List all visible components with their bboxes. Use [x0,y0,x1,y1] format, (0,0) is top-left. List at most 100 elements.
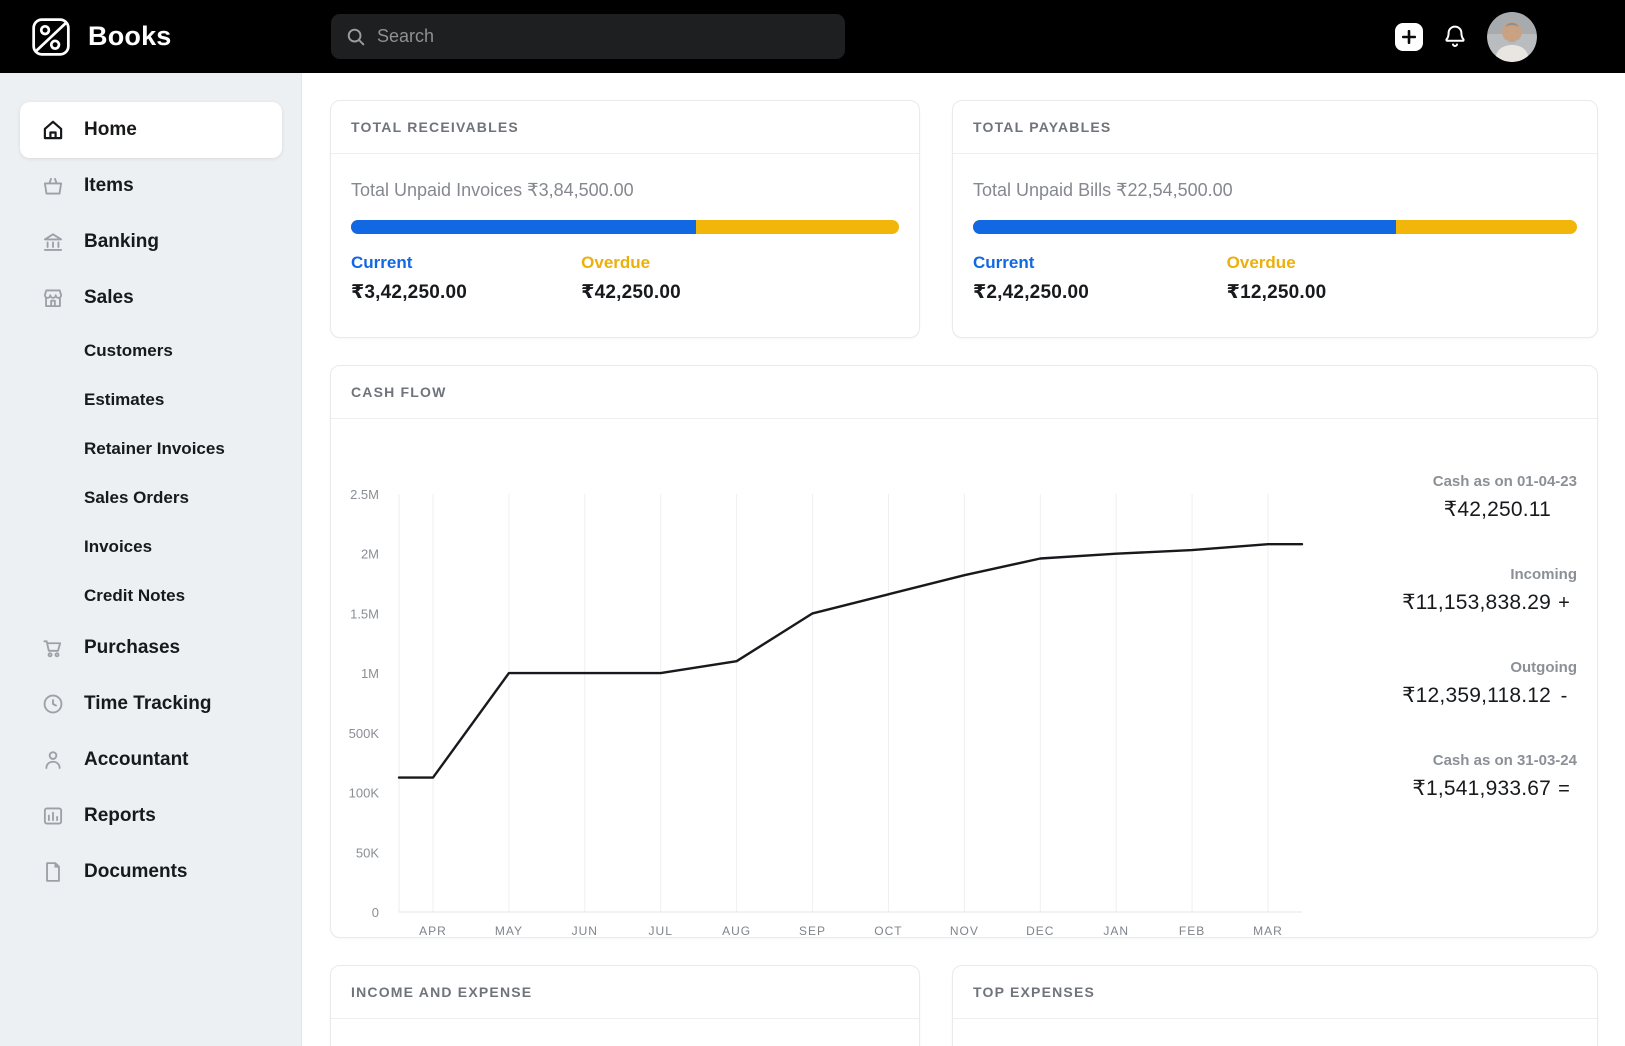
sidebar: Home Items Banking Sales Customers Estimates R… [0,73,302,1046]
sidebar-item-documents[interactable]: Documents [20,844,282,900]
receivables-progress-bar [351,220,899,234]
receivables-overdue-label: Overdue [581,253,651,272]
sidebar-item-label: Items [84,175,134,196]
sidebar-item-items[interactable]: Items [20,158,282,214]
cashflow-stats-panel: Cash as on 01-04-23 ₹42,250.11 Incoming ₹11… [1311,419,1597,939]
stat-operator: = [1558,778,1570,800]
stat-label-cash-as-on-31-03-24: Cash as on 31-03-24 [1432,752,1577,769]
svg-text:1.5M: 1.5M [350,606,379,621]
sidebar-item-label: Sales [84,287,134,308]
receivables-current-amount: ₹3,42,250.00 [351,282,467,303]
sidebar-item-label: Banking [84,231,159,252]
dashboard: TOTAL RECEIVABLES Total Unpaid Invoices … [303,73,1625,1046]
svg-text:1M: 1M [361,666,379,681]
payables-current-label: Current [973,253,1035,272]
sidebar-item-label: Retainer Invoices [84,438,225,458]
plus-icon [1402,29,1416,44]
app-name: Books [88,21,172,51]
svg-text:APR: APR [419,924,447,938]
sidebar-item-sales-orders[interactable]: Sales Orders [20,473,282,522]
stat-value-row: ₹11,153,838.29 + [1311,590,1577,615]
svg-text:OCT: OCT [874,924,902,938]
sidebar-item-label: Sales Orders [84,487,189,507]
stat-value: ₹1,541,933.67 [1412,777,1551,800]
stat-label-incoming: Incoming [1510,566,1577,583]
user-avatar-image [1487,11,1537,62]
payables-overdue-amount: ₹12,250.00 [1226,282,1327,303]
svg-text:MAY: MAY [495,924,523,938]
bank-icon [40,229,66,255]
income-and-expense-title: INCOME AND EXPENSE [331,966,919,1019]
sidebar-item-label: Accountant [84,749,189,770]
bell-icon [1445,25,1465,47]
search-input[interactable] [377,26,807,47]
books-logo[interactable]: Books [30,16,172,58]
svg-text:FEB: FEB [1179,924,1205,938]
svg-text:100K: 100K [349,786,380,801]
sidebar-item-credit-notes[interactable]: Credit Notes [20,571,282,620]
stat-value: ₹11,153,838.29 [1402,591,1551,614]
svg-text:AUG: AUG [722,924,751,938]
sidebar-item-estimates[interactable]: Estimates [20,375,282,424]
basket-icon [40,173,66,199]
stat-operator: + [1558,592,1570,614]
quick-add-button[interactable] [1395,22,1423,51]
sidebar-item-label: Customers [84,340,173,360]
sidebar-item-accountant[interactable]: Accountant [20,732,282,788]
sidebar-item-sales[interactable]: Sales [20,270,282,326]
cash-flow-card: CASH FLOW 2.5M 2M 1.5M 1M 500K 100K 50K 0 APR MAY… [330,365,1598,938]
clock-icon [40,691,66,717]
total-receivables-title: TOTAL RECEIVABLES [331,101,919,154]
sidebar-item-label: Documents [84,861,188,882]
top-expenses-title: TOP EXPENSES [953,966,1597,1019]
svg-text:0: 0 [372,905,379,920]
sidebar-item-home[interactable]: Home [20,102,282,158]
person-icon [40,747,66,773]
sidebar-item-label: Credit Notes [84,585,186,605]
sidebar-item-purchases[interactable]: Purchases [20,620,282,676]
unpaid-invoices-summary: Total Unpaid Invoices ₹3,84,500.00 [351,180,634,200]
top-bar: Books [0,0,1625,73]
stat-value-row: ₹1,541,933.67 = [1311,776,1577,801]
sidebar-item-banking[interactable]: Banking [20,214,282,270]
income-and-expense-card: INCOME AND EXPENSE [330,965,920,1046]
svg-text:JUN: JUN [572,924,598,938]
svg-text:50K: 50K [356,845,379,860]
user-avatar[interactable] [1487,11,1537,62]
payables-progress-current [973,220,1396,234]
sidebar-item-label: Invoices [84,536,153,556]
sidebar-item-time-tracking[interactable]: Time Tracking [20,676,282,732]
stat-value: ₹42,250.11 [1443,498,1551,521]
receivables-overdue-amount: ₹42,250.00 [581,282,681,303]
svg-text:DEC: DEC [1026,924,1054,938]
payables-overdue-label: Overdue [1226,253,1296,272]
document-icon [40,859,66,885]
sidebar-item-invoices[interactable]: Invoices [20,522,282,571]
sidebar-item-retainer-invoices[interactable]: Retainer Invoices [20,424,282,473]
stat-value-row: ₹12,359,118.12- [1311,683,1577,708]
sidebar-item-customers[interactable]: Customers [20,326,282,375]
sidebar-item-reports[interactable]: Reports [20,788,282,844]
svg-text:2.5M: 2.5M [350,487,379,502]
svg-text:JUL: JUL [649,924,673,938]
payables-progress-bar [973,220,1577,234]
search-bar[interactable] [331,14,845,59]
sidebar-item-label: Purchases [84,637,181,658]
svg-text:MAR: MAR [1253,924,1283,938]
cash-flow-title: CASH FLOW [331,366,1597,419]
receivables-progress-current [351,220,697,234]
payables-current-amount: ₹2,42,250.00 [973,282,1089,303]
sidebar-item-label: Time Tracking [84,693,212,714]
sidebar-item-label: Home [84,119,137,140]
stat-operator: - [1560,685,1568,707]
receivables-current-label: Current [351,253,413,272]
notifications-button[interactable] [1442,23,1468,50]
stat-label-outgoing: Outgoing [1510,659,1577,676]
stat-value-row: ₹42,250.11 [1311,497,1577,522]
home-icon [40,117,66,143]
books-logo-icon [32,17,70,56]
cart-icon [40,635,66,661]
total-payables-title: TOTAL PAYABLES [953,101,1597,154]
svg-text:2M: 2M [361,547,379,562]
svg-text:JAN: JAN [1103,924,1129,938]
